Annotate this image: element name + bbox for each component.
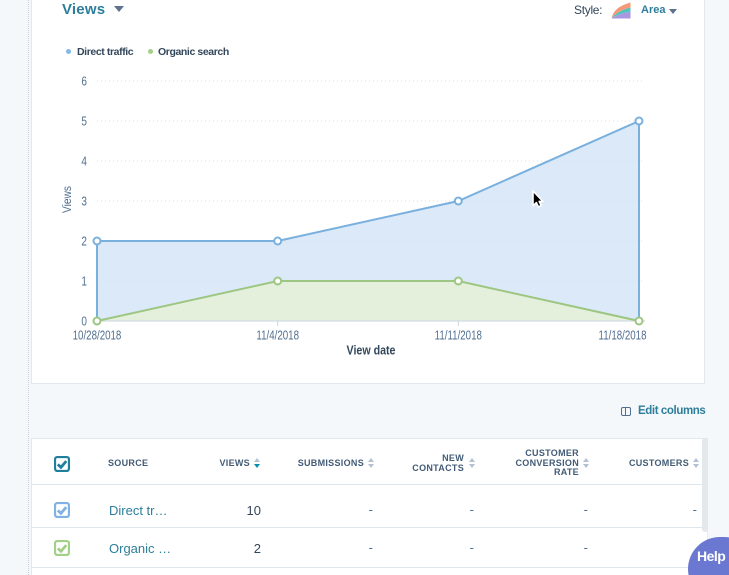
svg-text:10/28/2018: 10/28/2018 [73,329,122,342]
svg-text:3: 3 [81,196,87,209]
svg-text:11/4/2018: 11/4/2018 [256,329,299,342]
svg-text:11/11/2018: 11/11/2018 [435,329,482,342]
svg-text:5: 5 [81,116,87,129]
svg-text:4: 4 [81,156,87,169]
svg-text:1: 1 [81,276,87,289]
svg-text:11/18/2018: 11/18/2018 [599,329,647,342]
svg-text:View date: View date [347,342,396,357]
svg-text:6: 6 [81,76,87,89]
svg-text:Views: Views [61,186,74,213]
svg-text:0: 0 [81,316,87,329]
svg-text:2: 2 [81,236,87,249]
